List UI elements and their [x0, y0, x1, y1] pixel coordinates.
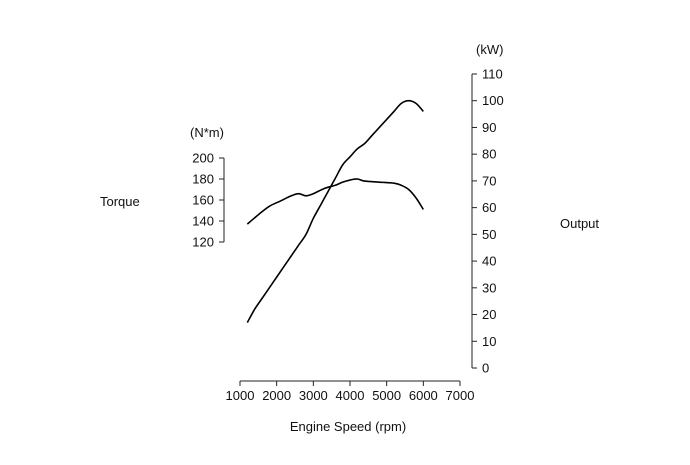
x-tick-label: 6000 [409, 388, 438, 403]
x-tick-label: 4000 [336, 388, 365, 403]
output-axis-title: Output [560, 216, 599, 231]
torque-tick-label: 160 [192, 193, 214, 208]
output-tick-label: 20 [482, 307, 496, 322]
series-layer [246, 99, 425, 323]
output-axis: 0 10 20 30 40 50 60 70 80 90 100 110 [471, 67, 504, 376]
torque-curve [246, 178, 425, 225]
output-tick-label: 10 [482, 334, 496, 349]
torque-axis: 120 140 160 180 200 [192, 151, 225, 250]
output-curve [246, 99, 424, 323]
torque-axis-title: Torque [100, 194, 140, 209]
output-tick-label: 80 [482, 147, 496, 162]
x-tick-label: 5000 [372, 388, 401, 403]
output-tick-label: 60 [482, 200, 496, 215]
x-tick-label: 3000 [299, 388, 328, 403]
x-tick-label: 2000 [262, 388, 291, 403]
output-tick-label: 90 [482, 120, 496, 135]
output-tick-label: 40 [482, 254, 496, 269]
x-tick-label: 7000 [446, 388, 475, 403]
output-tick-label: 100 [482, 93, 504, 108]
output-tick-label: 50 [482, 227, 496, 242]
output-unit-label: (kW) [476, 42, 503, 57]
x-axis: 1000 2000 3000 4000 5000 6000 7000 [226, 380, 475, 403]
output-tick-label: 110 [482, 67, 503, 82]
output-tick-label: 30 [482, 280, 496, 295]
torque-unit-label: (N*m) [190, 125, 224, 140]
output-tick-label: 0 [482, 361, 489, 376]
output-tick-label: 70 [482, 173, 496, 188]
torque-tick-label: 120 [192, 235, 214, 250]
torque-tick-label: 140 [192, 214, 214, 229]
torque-tick-label: 180 [192, 172, 214, 187]
torque-tick-label: 200 [192, 151, 214, 166]
x-tick-label: 1000 [226, 388, 255, 403]
x-axis-title: Engine Speed (rpm) [290, 419, 406, 434]
